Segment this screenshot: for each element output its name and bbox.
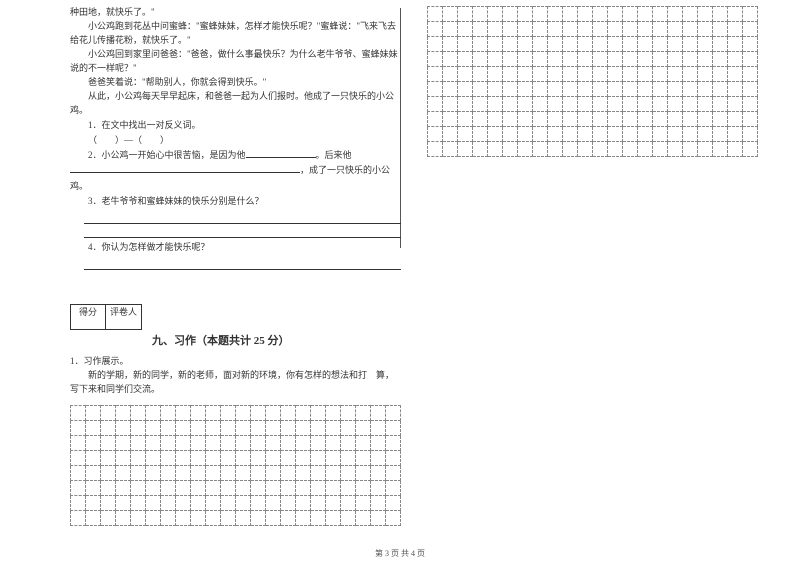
section-9-title: 九、习作（本题共计 25 分） (152, 332, 401, 348)
blank-line[interactable] (246, 150, 316, 158)
answer-line[interactable] (84, 226, 402, 239)
question-1-blanks: （ ）—（ ） (70, 133, 401, 148)
question-1: 1．在文中找出一对反义词。 (70, 118, 401, 133)
passage-line-5: 从此，小公鸡每天早早起床，和爸爸一起为人们报时。他成了一只快乐的小公鸡。 (70, 90, 401, 118)
question-2-cont: ，成了一只快乐的小公鸡。 (70, 163, 401, 194)
score-cell-grader: 评卷人 (106, 304, 142, 330)
left-column: 种田地，就快乐了。" 小公鸡跑到花丛中问蜜蜂："蜜蜂妹妹，怎样才能快乐呢？"蜜蜂… (70, 6, 409, 559)
question-2-text-b: 。后来他 (316, 150, 352, 160)
question-4: 4．你认为怎样做才能快乐呢？ (70, 240, 401, 255)
answer-line[interactable] (84, 211, 402, 224)
passage-line-2: 小公鸡跑到花丛中问蜜蜂："蜜蜂妹妹，怎样才能快乐呢？"蜜蜂说："飞来飞去给花儿传… (70, 20, 401, 48)
writing-grid-left[interactable] (70, 405, 401, 526)
answer-line[interactable] (84, 258, 402, 271)
question-2: 2．小公鸡一开始心中很苦恼，是因为他 。后来他 (70, 148, 401, 163)
score-cell-points: 得分 (70, 304, 106, 330)
question-2-text-a: 2．小公鸡一开始心中很苦恼，是因为他 (88, 150, 246, 160)
writing-prompt-body: 新的学期，新的同学，新的老师，面对新的环境，你有怎样的想法和打 算，写下来和同学… (70, 369, 401, 397)
blank-line[interactable] (70, 165, 300, 173)
passage-line-4: 爸爸笑着说："帮助别人，你就会得到快乐。" (70, 76, 401, 90)
question-3: 3．老牛爷爷和蜜蜂妹妹的快乐分别是什么？ (70, 194, 401, 209)
writing-grid-right[interactable] (427, 6, 758, 157)
right-column (419, 6, 758, 559)
score-box: 得分 评卷人 (70, 304, 401, 330)
writing-prompt-label: 1．习作展示。 (70, 354, 401, 368)
passage-line-1: 种田地，就快乐了。" (70, 6, 401, 20)
passage-line-3: 小公鸡回到家里问爸爸："爸爸，做什么事最快乐？为什么老牛爷爷、蜜蜂妹妹说的不一样… (70, 48, 401, 76)
page-footer: 第 3 页 共 4 页 (0, 548, 800, 559)
